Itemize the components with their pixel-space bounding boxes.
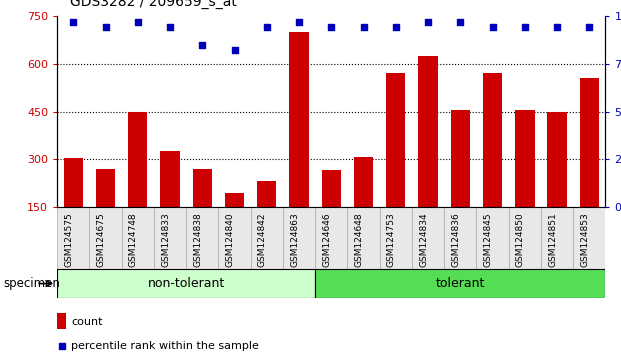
Bar xyxy=(476,207,509,269)
Point xyxy=(133,19,143,24)
Text: GSM124863: GSM124863 xyxy=(290,212,299,267)
Bar xyxy=(57,313,66,329)
Bar xyxy=(515,110,535,255)
Text: non-tolerant: non-tolerant xyxy=(148,277,225,290)
Text: GSM124850: GSM124850 xyxy=(516,212,525,267)
Bar xyxy=(412,207,444,269)
Point xyxy=(455,19,465,24)
Bar xyxy=(128,113,147,255)
Bar xyxy=(283,207,315,269)
Point xyxy=(584,24,594,30)
Bar xyxy=(444,207,476,269)
Bar xyxy=(509,207,541,269)
Bar xyxy=(347,207,379,269)
Text: GSM124834: GSM124834 xyxy=(419,212,428,267)
Bar xyxy=(57,269,315,298)
Bar xyxy=(57,207,89,269)
Bar xyxy=(219,207,251,269)
Bar xyxy=(419,56,438,255)
Bar xyxy=(322,170,341,255)
Text: GSM124753: GSM124753 xyxy=(387,212,396,267)
Point xyxy=(230,47,240,53)
Text: GSM124648: GSM124648 xyxy=(355,212,363,267)
Point xyxy=(552,24,562,30)
Bar xyxy=(257,181,276,255)
Bar xyxy=(96,169,115,255)
Bar xyxy=(251,207,283,269)
Bar xyxy=(63,158,83,255)
Point xyxy=(391,24,401,30)
Bar xyxy=(193,169,212,255)
Text: specimen: specimen xyxy=(3,277,60,290)
Bar xyxy=(354,157,373,255)
Point xyxy=(262,24,272,30)
Point xyxy=(423,19,433,24)
Bar xyxy=(379,207,412,269)
Bar xyxy=(186,207,219,269)
Point xyxy=(358,24,368,30)
Bar xyxy=(225,193,244,255)
Text: GSM124853: GSM124853 xyxy=(581,212,589,267)
Point xyxy=(294,19,304,24)
Bar xyxy=(315,207,347,269)
Point xyxy=(520,24,530,30)
Text: GSM124838: GSM124838 xyxy=(193,212,202,267)
Text: GSM124840: GSM124840 xyxy=(225,212,235,267)
Bar xyxy=(154,207,186,269)
Point xyxy=(487,24,497,30)
Bar xyxy=(386,73,406,255)
Text: percentile rank within the sample: percentile rank within the sample xyxy=(71,341,259,350)
Bar xyxy=(122,207,154,269)
Point xyxy=(327,24,337,30)
Bar xyxy=(451,110,470,255)
Text: GSM124845: GSM124845 xyxy=(484,212,492,267)
Text: GSM124833: GSM124833 xyxy=(161,212,170,267)
Text: tolerant: tolerant xyxy=(436,277,485,290)
Bar xyxy=(483,73,502,255)
Text: GDS3282 / 209659_s_at: GDS3282 / 209659_s_at xyxy=(70,0,237,9)
Bar xyxy=(548,113,567,255)
Point xyxy=(68,19,78,24)
Bar xyxy=(579,78,599,255)
Bar xyxy=(315,269,605,298)
Text: GSM124575: GSM124575 xyxy=(64,212,73,267)
Bar xyxy=(160,151,179,255)
Text: GSM124748: GSM124748 xyxy=(129,212,138,267)
Point xyxy=(165,24,175,30)
Text: GSM124675: GSM124675 xyxy=(96,212,106,267)
Point xyxy=(57,343,66,348)
Bar xyxy=(541,207,573,269)
Point xyxy=(197,42,207,47)
Text: GSM124836: GSM124836 xyxy=(451,212,460,267)
Point xyxy=(101,24,111,30)
Text: GSM124842: GSM124842 xyxy=(258,212,267,267)
Bar xyxy=(289,32,309,255)
Text: count: count xyxy=(71,316,102,327)
Bar xyxy=(573,207,605,269)
Text: GSM124646: GSM124646 xyxy=(322,212,332,267)
Bar xyxy=(89,207,122,269)
Text: GSM124851: GSM124851 xyxy=(548,212,557,267)
